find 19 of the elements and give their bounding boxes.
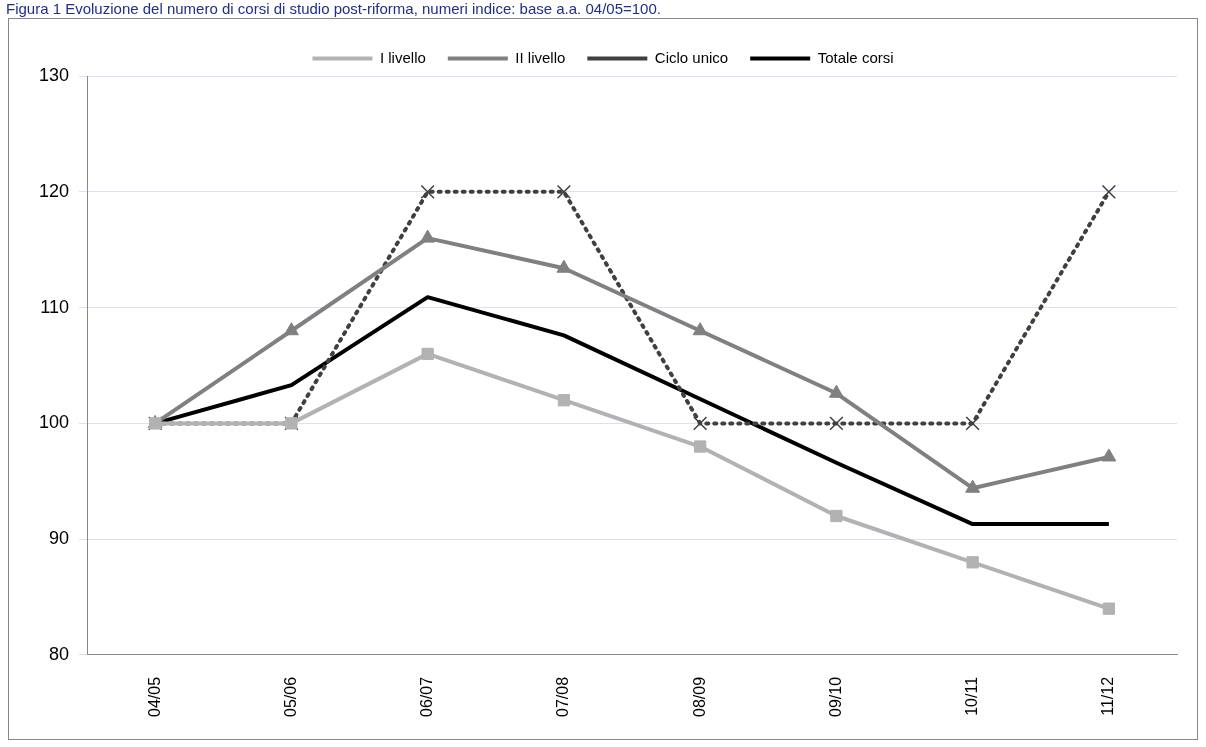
y-tick-label: 120: [38, 180, 70, 201]
x-tick-label: 04/05: [145, 676, 163, 718]
x-tick-label: 08/09: [690, 676, 708, 718]
x-tick-label: 05/06: [281, 676, 299, 718]
legend-label: Totale corsi: [817, 48, 894, 66]
chart-title: Figura 1 Evoluzione del numero di corsi di studio post-riforma, numeri indice: base a.a. 04/05=100.: [6, 0, 661, 18]
y-tick-label: 80: [49, 643, 70, 664]
y-tick-label: 110: [40, 296, 70, 317]
legend-label: Ciclo unico: [654, 48, 729, 66]
x-tick-label: 09/10: [826, 676, 844, 718]
x-tick-label: 10/11: [963, 676, 981, 716]
x-tick-label: 06/07: [418, 676, 436, 718]
x-tick-label: 07/08: [554, 676, 572, 718]
legend-label: II livello: [515, 48, 566, 66]
y-tick-label: 130: [38, 64, 70, 85]
y-tick-label: 100: [38, 412, 70, 433]
legend-label: I livello: [379, 48, 426, 66]
x-tick-label: 11/12: [1099, 676, 1117, 716]
y-tick-label: 90: [49, 528, 70, 549]
